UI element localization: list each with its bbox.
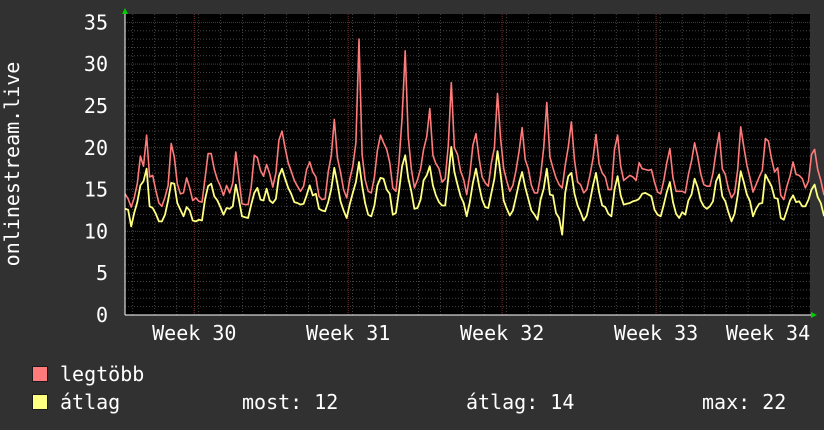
y-tick-label: 5 [96, 261, 108, 285]
series-line-max [124, 38, 824, 208]
axes [122, 8, 817, 318]
legend-item-avg: átlag [32, 390, 120, 414]
legend-label-avg: átlag [60, 390, 121, 414]
y-tick-label: 10 [84, 219, 108, 243]
y-tick-label: 20 [84, 136, 108, 160]
legend-swatch-avg [32, 394, 48, 410]
x-tick-label: Week 31 [306, 321, 390, 345]
y-tick-label: 30 [84, 52, 108, 76]
y-tick-label: 0 [96, 303, 108, 327]
y-tick-label: 25 [84, 94, 108, 118]
x-axis-arrow-icon [811, 312, 817, 318]
stat-avg: átlag: 14 [466, 390, 575, 414]
y-tick-label: 35 [84, 10, 108, 34]
x-tick-label: Week 32 [460, 321, 544, 345]
x-tick-label: Week 34 [726, 321, 810, 345]
y-axis-label: onlinestream.live [0, 62, 24, 267]
series-group [124, 38, 824, 236]
legend-swatch-max [32, 366, 48, 382]
y-axis-arrow-icon [122, 8, 128, 14]
x-tick-label: Week 33 [614, 321, 698, 345]
stat-max: max: 22 [702, 390, 787, 414]
legend-label-max: legtöbb [60, 362, 145, 386]
y-tick-label: 15 [84, 178, 108, 202]
tick-labels: 0 5 10 15 20 25 30 35 Week 30 Week 31 Week 32 Week … [84, 10, 810, 345]
legend-item-max: legtöbb [32, 362, 144, 386]
series-line-avg [124, 145, 824, 236]
stat-now: most: 12 [242, 390, 339, 414]
x-tick-label: Week 30 [152, 321, 236, 345]
